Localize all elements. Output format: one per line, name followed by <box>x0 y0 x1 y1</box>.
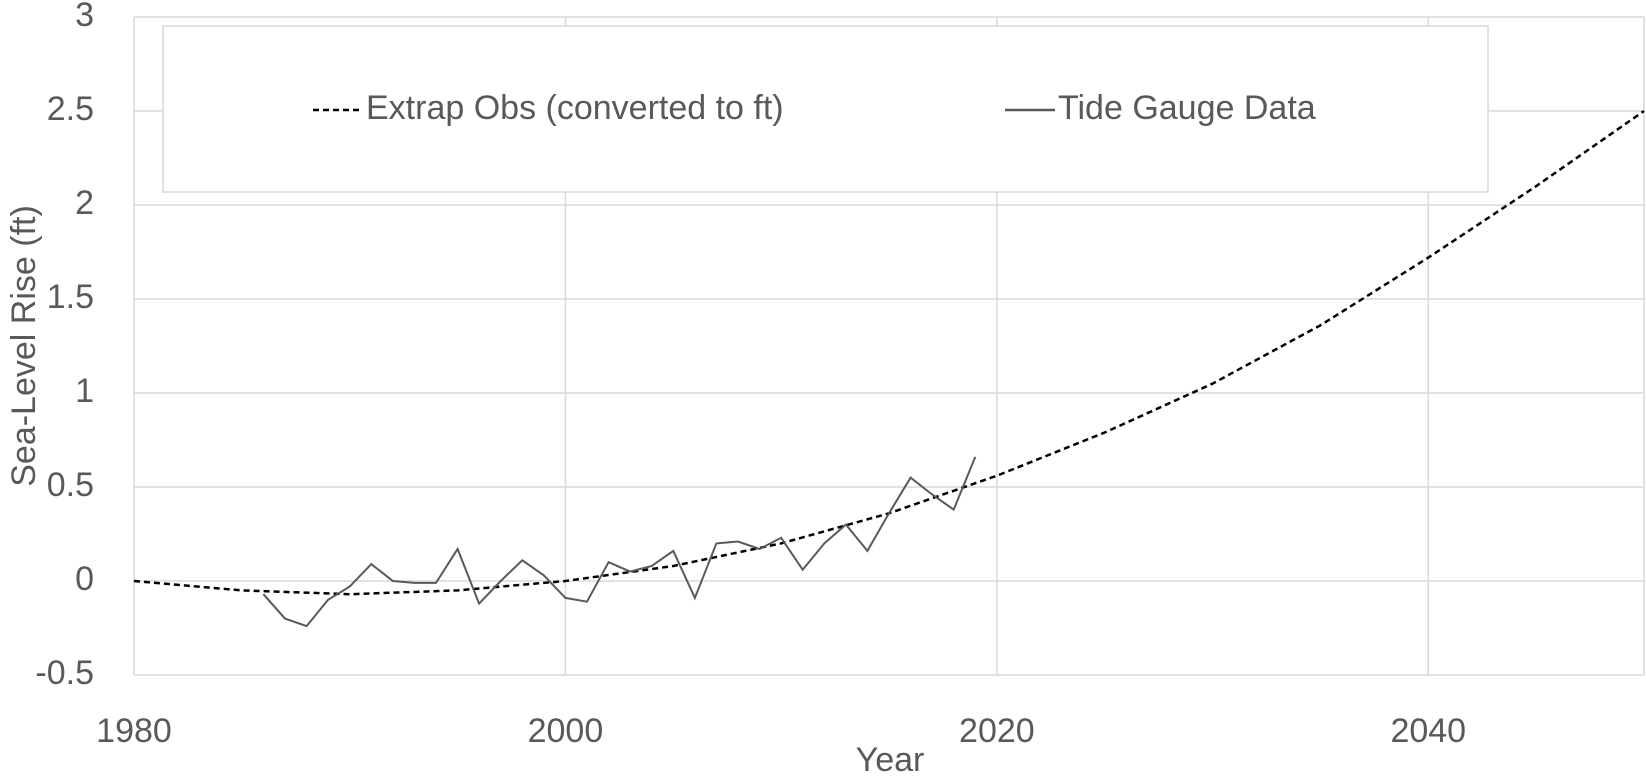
y-tick-label: 3 <box>75 0 94 34</box>
y-tick-label: 2.5 <box>47 90 94 128</box>
legend-label: Tide Gauge Data <box>1058 89 1316 127</box>
x-tick-label: 1980 <box>96 712 172 750</box>
y-tick-label: 0.5 <box>47 466 94 504</box>
x-tick-label: 2040 <box>1390 712 1466 750</box>
y-tick-label: 1 <box>75 372 94 410</box>
y-tick-label: -0.5 <box>35 654 94 692</box>
y-tick-label: 1.5 <box>47 278 94 316</box>
y-tick-label: 2 <box>75 184 94 222</box>
legend-box <box>162 25 1489 193</box>
y-tick-label: 0 <box>75 560 94 598</box>
y-axis-label: Sea-Level Rise (ft) <box>5 205 43 487</box>
legend-label: Extrap Obs (converted to ft) <box>366 89 784 127</box>
x-axis-label: Year <box>856 741 925 779</box>
series-line <box>262 456 977 628</box>
x-tick-label: 2020 <box>959 712 1035 750</box>
x-tick-label: 2000 <box>528 712 604 750</box>
